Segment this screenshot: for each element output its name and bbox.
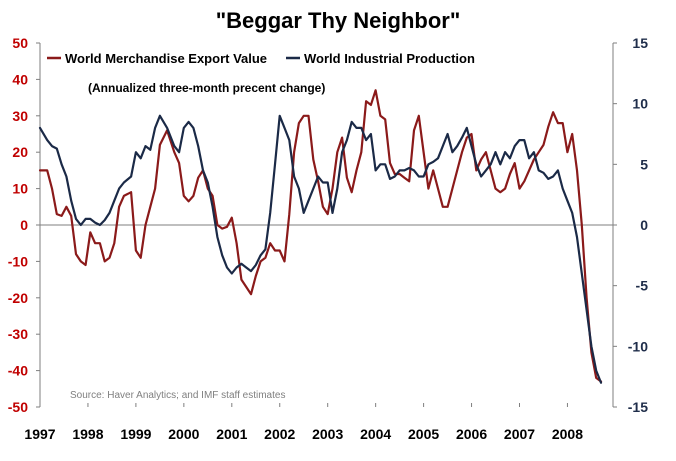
x-tick-label: 2000 (168, 426, 199, 442)
x-tick-label: 2001 (216, 426, 247, 442)
x-tick-label: 2006 (456, 426, 487, 442)
series-line-industrial-production (38, 114, 603, 384)
x-tick-label: 2004 (360, 426, 391, 442)
right-axis-ticks: 15 10 5 0 -5 -10 -15 (613, 35, 648, 415)
legend-label-industrial: World Industrial Production (304, 51, 475, 66)
x-tick-label: 1997 (24, 426, 55, 442)
left-tick-label: -30 (8, 326, 28, 342)
x-tick-label: 2005 (408, 426, 439, 442)
right-tick-label: 0 (640, 217, 648, 233)
right-tick-label: 15 (632, 35, 648, 51)
right-tick-label: 10 (632, 96, 648, 112)
series-line-export-value (38, 89, 603, 383)
left-axis-ticks: 50 40 30 20 10 0 -10 -20 -30 -40 -50 (8, 35, 40, 415)
x-tick-label: 2007 (504, 426, 535, 442)
source-note: Source: Haver Analytics; and IMF staff e… (70, 390, 285, 401)
chart-title: "Beggar Thy Neighbor" (216, 8, 461, 33)
x-tick-label: 1998 (72, 426, 103, 442)
left-tick-label: 20 (12, 144, 28, 160)
left-tick-label: -10 (8, 253, 28, 269)
left-tick-label: 10 (12, 181, 28, 197)
left-tick-label: 50 (12, 35, 28, 51)
right-tick-label: 5 (640, 156, 648, 172)
plot-frame (39, 43, 614, 407)
x-axis-ticks: 1997 1998 1999 2000 2001 2002 2003 2004 2005 2006… (24, 403, 583, 442)
legend-label-export: World Merchandise Export Value (65, 51, 267, 66)
left-tick-label: -50 (8, 399, 28, 415)
right-tick-label: -10 (628, 338, 648, 354)
x-tick-label: 2008 (552, 426, 583, 442)
left-tick-label: 40 (12, 71, 28, 87)
legend: World Merchandise Export Value World Ind… (47, 51, 475, 66)
x-tick-label: 2003 (312, 426, 343, 442)
x-tick-label: 1999 (120, 426, 151, 442)
left-tick-label: -20 (8, 290, 28, 306)
left-tick-label: 0 (20, 217, 28, 233)
series-lines (38, 89, 603, 384)
left-tick-label: 30 (12, 108, 28, 124)
right-tick-label: -15 (628, 399, 648, 415)
chart-subtitle: (Annualized three-month precent change) (88, 81, 325, 95)
left-tick-label: -40 (8, 363, 28, 379)
right-tick-label: -5 (636, 278, 649, 294)
x-tick-label: 2002 (264, 426, 295, 442)
